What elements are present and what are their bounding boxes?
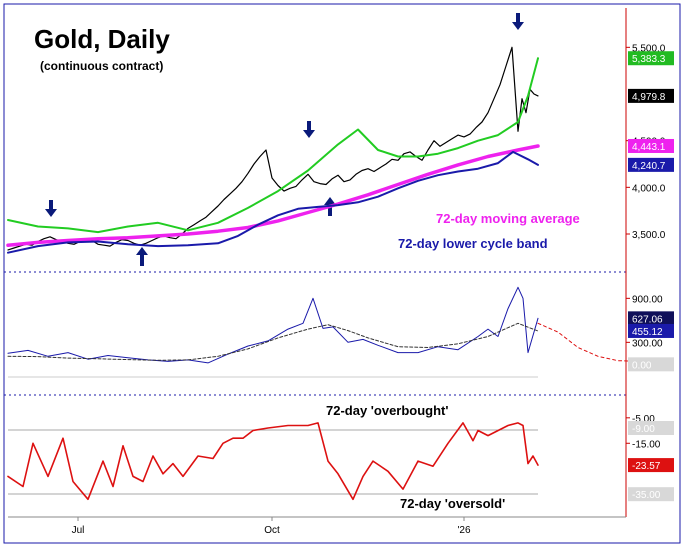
arrow-down-icon xyxy=(303,121,315,138)
value-tag-box xyxy=(628,51,674,66)
chart-title: Gold, Daily xyxy=(34,24,170,54)
price-panel-upper-band-line xyxy=(7,57,539,234)
value-tag-box xyxy=(628,487,674,502)
value-tag-label: 627.06 xyxy=(632,314,663,325)
value-tag-box xyxy=(628,311,674,326)
overbought-oversold-indicator-indicator-line xyxy=(7,422,539,501)
chart-subtitle: (continuous contract) xyxy=(40,59,163,73)
cycle-arrows xyxy=(45,13,524,266)
arrow-up-icon xyxy=(136,247,148,266)
value-tag-label: 4,979.8 xyxy=(632,92,666,103)
value-tag-label: -23.57 xyxy=(632,461,661,472)
price-panel-price-line xyxy=(7,46,539,251)
cycle-oscillator-smoothed-line xyxy=(7,322,539,361)
price-panel-72-day-lower-cycle-band-line xyxy=(7,150,539,254)
value-tag-label: 4,443.1 xyxy=(632,142,666,153)
price-panel-72-day-moving-average-line xyxy=(6,144,540,247)
x-tick-label: '26 xyxy=(457,525,470,536)
y-tick-label: 3,500.0 xyxy=(632,230,666,241)
value-tag-label: -9.00 xyxy=(632,424,655,435)
series-layer xyxy=(6,46,629,501)
cycle-oscillator-projection-line xyxy=(537,322,629,362)
value-tag-label: 5,383.3 xyxy=(632,54,666,65)
x-tick-label: Jul xyxy=(72,525,85,536)
value-tag-box xyxy=(628,421,674,435)
y-tick-label: -15.00 xyxy=(632,439,661,450)
value-tag-label: -35.00 xyxy=(632,490,661,501)
cycle-oscillator-momentum-line xyxy=(7,286,539,364)
y-tick-label: 4,000.0 xyxy=(632,183,666,194)
value-tag-box xyxy=(628,88,674,103)
value-tag-box xyxy=(628,458,674,473)
value-tag-box xyxy=(628,138,674,153)
value-tag-box xyxy=(628,357,674,372)
band-annotation: 72-day lower cycle band xyxy=(398,236,548,251)
y-tick-label: 5,500.0 xyxy=(632,43,666,54)
ma-annotation: 72-day moving average xyxy=(436,211,580,226)
value-tag-label: 0.00 xyxy=(632,360,652,371)
y-tick-label: -5.00 xyxy=(632,414,655,425)
y-tick-label: 300.00 xyxy=(632,338,663,349)
value-tag-box xyxy=(628,157,674,172)
tag-layer: 5,383.3 4,979.8 4,443.1 4,240.7 627.06 455.12… xyxy=(628,51,674,502)
overbought-annotation: 72-day 'overbought' xyxy=(326,403,448,418)
value-tag-box xyxy=(628,323,674,338)
x-tick-label: Oct xyxy=(264,525,280,536)
chart-border xyxy=(3,3,681,544)
arrow-down-icon xyxy=(45,200,57,217)
arrow-down-icon xyxy=(512,13,524,30)
y-tick-label: 900.00 xyxy=(632,294,663,305)
value-tag-label: 455.12 xyxy=(632,327,663,338)
oversold-annotation: 72-day 'oversold' xyxy=(400,496,505,511)
value-tag-label: 4,240.7 xyxy=(632,161,666,172)
arrow-up-icon xyxy=(324,197,336,216)
